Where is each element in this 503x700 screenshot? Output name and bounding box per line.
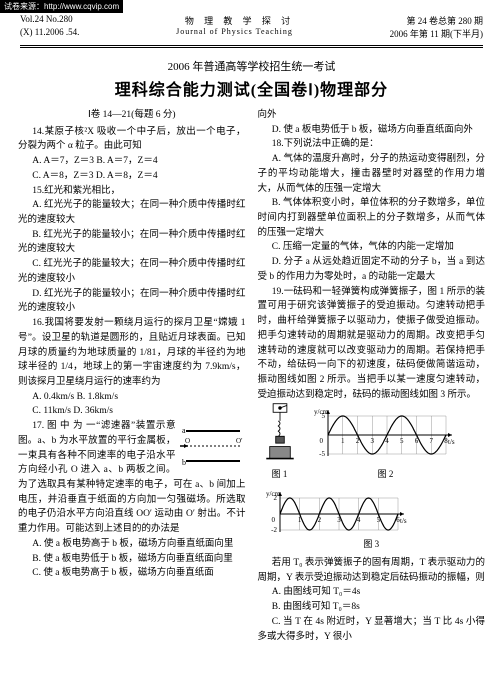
fig17-o-label: O <box>185 437 190 445</box>
fig1-caption: 图 1 <box>258 468 302 482</box>
q14: 14.某原子核²X 吸收一个中子后，放出一个电子，分裂为两个 α 粒子。由此可知 <box>18 125 246 154</box>
left-column: Ⅰ卷 14—21(每题 6 分) 14.某原子核²X 吸收一个中子后，放出一个电… <box>18 108 246 644</box>
chart2-caption: 图 2 <box>306 468 466 482</box>
figure-velocity-selector: a b O O′ <box>180 421 246 471</box>
q17c-cont: 向外 <box>258 108 486 123</box>
watermark: 试卷来源：http://www.cqvip.com <box>0 0 123 13</box>
q17c: C. 使 a 板电势高于 b 板，磁场方向垂直纸面 <box>18 566 246 581</box>
fig17-b-label: b <box>182 458 186 467</box>
q14-opts-b: C. A＝8，Z＝3 D. A＝8，Z＝4 <box>18 169 246 184</box>
q16-opts-b: C. 11km/s D. 36km/s <box>18 404 246 419</box>
section-head: Ⅰ卷 14—21(每题 6 分) <box>18 108 246 123</box>
q14-opts-a: A. A＝7，Z＝3 B. A＝7，Z＝4 <box>18 154 246 169</box>
q16-opts-a: A. 0.4km/s B. 1.8km/s <box>18 390 246 405</box>
header-en-title: Journal of Physics Teaching <box>176 27 293 40</box>
svg-text:t/s: t/s <box>448 438 455 446</box>
title-block: 2006 年普通高等学校招生统一考试 理科综合能力测试(全国卷Ⅰ)物理部分 <box>0 58 503 100</box>
chart3-caption: 图 3 <box>258 538 486 552</box>
figure-1-apparatus: 图 1 <box>258 402 302 482</box>
q19C: C. 当 T 在 4s 附近时，Y 显著增大；当 T 比 4s 小得多或大得多时… <box>258 615 486 644</box>
q18c: C. 压缩一定量的气体，气体的内能一定增加 <box>258 240 486 255</box>
svg-text:-5: -5 <box>319 450 325 458</box>
content-columns: Ⅰ卷 14—21(每题 6 分) 14.某原子核²X 吸收一个中子后，放出一个电… <box>0 108 503 644</box>
header-vol: Vol.24 No.280 <box>20 14 73 27</box>
q18a: A. 气体的温度升高时，分子的热运动变得剧烈，分子的平均动能增大，撞击器壁时对器… <box>258 152 486 196</box>
header-cn-title: 物 理 教 学 探 讨 <box>185 14 294 27</box>
chart-3-wrap: 123456-22y/cmt/s0 图 3 <box>258 486 486 552</box>
svg-text:t/s: t/s <box>400 517 407 525</box>
q15d: D. 红光光子的能量较小；在同一种介质中传播时红光的速度较小 <box>18 287 246 316</box>
q19: 19.一砝码和一轻弹簧构成弹簧振子，图 1 所示的装置可用于研究该弹簧振子的受迫… <box>258 285 486 403</box>
svg-text:y/cm: y/cm <box>314 408 329 416</box>
fig17-op-label: O′ <box>236 437 243 445</box>
figure-row: 图 1 12345678-55y/cmt/s0 图 2 <box>258 402 486 482</box>
q15a: A. 红光光子的能量较大；在同一种介质中传播时红光的速度较大 <box>18 198 246 227</box>
header-rule-2 <box>20 47 483 48</box>
svg-text:-2: -2 <box>271 526 277 534</box>
q19-after: 若用 T₀ 表示弹簧振子的固有周期，T 表示驱动力的周期，Y 表示受迫振动达到稳… <box>258 556 486 585</box>
q15: 15.红光和紫光相比， <box>18 184 246 199</box>
header-rule <box>20 45 483 46</box>
chart-2: 12345678-55y/cmt/s0 <box>306 404 466 462</box>
svg-text:0: 0 <box>271 516 275 524</box>
svg-text:7: 7 <box>429 437 433 445</box>
q19A: A. 由图线可知 T₀＝4s <box>258 585 486 600</box>
chart-3: 123456-22y/cmt/s0 <box>258 486 418 538</box>
title-small: 2006 年普通高等学校招生统一考试 <box>0 58 503 74</box>
q18: 18.下列说法中正确的是： <box>258 137 486 152</box>
svg-text:3: 3 <box>370 437 374 445</box>
svg-text:1: 1 <box>341 437 345 445</box>
q19B: B. 由图线可知 T₀＝8s <box>258 600 486 615</box>
header-right2: 2006 年第 11 期(下半月) <box>390 27 483 40</box>
q17a: A. 使 a 板电势高于 b 板，磁场方向垂直纸面向里 <box>18 537 246 552</box>
chart-2-wrap: 12345678-55y/cmt/s0 图 2 <box>306 404 466 482</box>
q18d: D. 分子 a 从远处趋近固定不动的分子 b，当 a 到达受 b 的作用力为零处… <box>258 255 486 284</box>
svg-text:0: 0 <box>319 437 323 445</box>
right-column: 向外 D. 使 a 板电势低于 b 板，磁场方向垂直纸面向外 18.下列说法中正… <box>258 108 486 644</box>
fig17-a-label: a <box>182 426 186 435</box>
q17d: D. 使 a 板电势低于 b 板，磁场方向垂直纸面向外 <box>258 123 486 138</box>
svg-text:5: 5 <box>400 437 404 445</box>
header-code: (X) 11.2006 .54. <box>20 27 79 40</box>
title-big: 理科综合能力测试(全国卷Ⅰ)物理部分 <box>0 76 503 100</box>
q17b: B. 使 a 板电势低于 b 板，磁场方向垂直纸面向里 <box>18 552 246 567</box>
header-right1: 第 24 卷总第 280 期 <box>406 14 483 27</box>
svg-text:y/cm: y/cm <box>266 490 281 498</box>
q15c: C. 红光光子的能量较大；在同一种介质中传播时红光的速度较小 <box>18 257 246 286</box>
q16: 16.我国将要发射一颗绕月运行的探月卫星“嫦娥 1 号”。设卫星的轨道是圆形的，… <box>18 316 246 390</box>
q18b: B. 气体体积变小时，单位体积的分子数增多，单位时间内打到器壁单位面积上的分子数… <box>258 196 486 240</box>
q15b: B. 红光光子的能量较小；在同一种介质中传播时红光的速度较大 <box>18 228 246 257</box>
